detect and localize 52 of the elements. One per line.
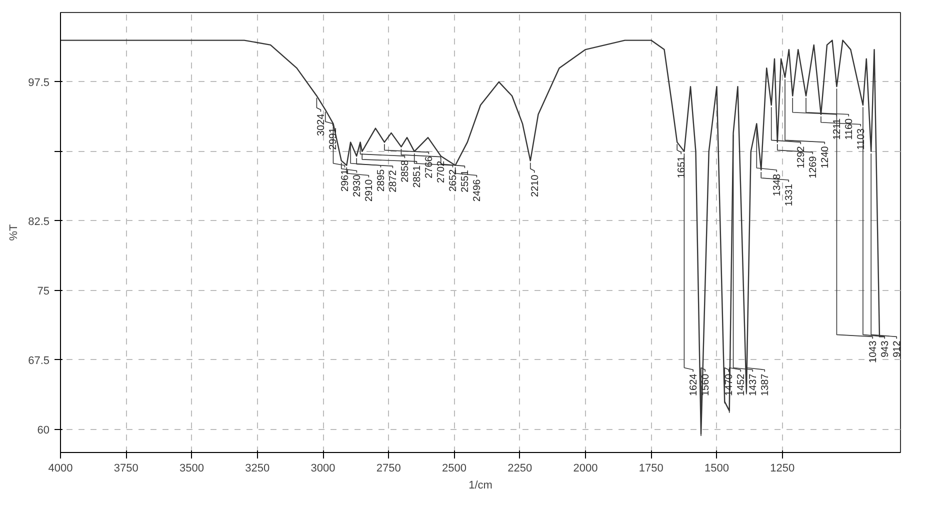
- annotation: 1043: [868, 340, 880, 363]
- annotation: 1452: [736, 373, 748, 396]
- annotation: 2895: [376, 168, 388, 192]
- x-tick-label: 3250: [245, 462, 270, 474]
- annotation: 2910: [364, 178, 376, 202]
- annotation: 1103: [856, 128, 868, 150]
- y-tick-label: 67.5: [28, 354, 50, 367]
- annotation: 2652: [448, 168, 460, 192]
- annotation: 912: [892, 340, 904, 358]
- y-tick-label: 75: [37, 285, 50, 298]
- annotation: 1387: [760, 373, 772, 396]
- annotation: 1292: [796, 146, 808, 168]
- x-tick-label: 1250: [770, 462, 795, 474]
- annotation: 2930: [352, 174, 364, 197]
- annotation: 1211: [832, 118, 844, 140]
- annotation: 2766: [424, 156, 436, 178]
- y-tick-label: 60: [37, 424, 50, 436]
- x-tick-label: 3750: [114, 462, 138, 474]
- y-tick-label: 97.5: [28, 76, 50, 89]
- y-tick-label: 82.5: [28, 216, 50, 228]
- annotation: 1470: [724, 373, 736, 396]
- annotation: 3024: [316, 113, 328, 136]
- annotation: 2961: [340, 168, 352, 192]
- annotation: 2872: [388, 170, 400, 192]
- y-axis-title: %T: [8, 224, 20, 241]
- annotation: 2991: [328, 127, 340, 150]
- annotation: 1624: [688, 373, 700, 396]
- x-tick-label: 3000: [310, 462, 336, 474]
- annotation: 1269: [808, 156, 820, 178]
- x-tick-label: 1500: [704, 462, 729, 474]
- annotation: 1160: [844, 118, 856, 140]
- x-tick-label: 2000: [573, 462, 598, 474]
- x-tick-label: 2500: [442, 462, 466, 474]
- annotation: 2210: [530, 174, 541, 197]
- x-tick-label: 3500: [180, 462, 204, 474]
- annotation: 1331: [784, 184, 796, 206]
- annotation: 2551: [460, 170, 472, 192]
- x-axis-title: 1/cm: [468, 480, 492, 492]
- annotation: 1651: [676, 156, 688, 178]
- x-tick-label: 4000: [48, 462, 73, 474]
- annotation: 1240: [820, 146, 832, 168]
- annotation: 943: [880, 340, 892, 358]
- x-tick-label: 1750: [638, 462, 664, 474]
- annotation: 2496: [472, 178, 484, 202]
- annotation: 1348: [772, 174, 784, 196]
- annotation: 1560: [700, 373, 712, 396]
- annotation: 2702: [436, 160, 448, 184]
- x-tick-label: 2750: [376, 462, 401, 474]
- annotation: 1437: [748, 373, 760, 396]
- annotation: 2851: [412, 165, 424, 188]
- x-tick-label: 2250: [508, 462, 532, 474]
- annotation: 2858: [400, 160, 412, 182]
